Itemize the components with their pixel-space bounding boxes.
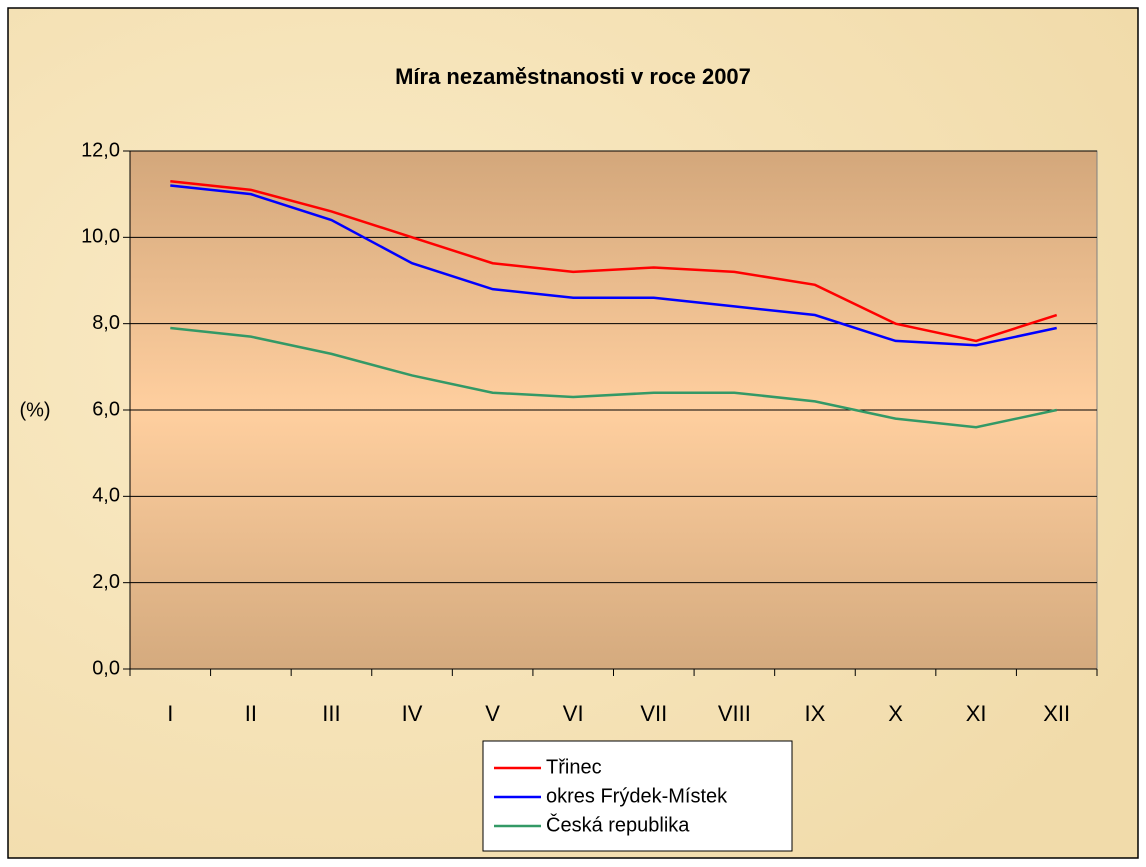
y-tick-label: 4,0 [92,485,120,507]
x-tick-label: I [167,701,173,726]
legend-label: Třinec [546,756,602,778]
x-tick-label: V [485,701,500,726]
x-tick-label: IV [402,701,423,726]
y-tick-label: 6,0 [92,398,120,420]
x-tick-label: VI [563,701,584,726]
y-axis-label: (%) [19,399,50,421]
line-series [170,184,1057,347]
chart-title: Míra nezaměstnanosti v roce 2007 [395,64,751,89]
legend: Třinec okres Frýdek-Místek Česká republika [482,740,793,852]
x-tick-label: VII [640,701,667,726]
x-tick-label: XI [966,701,987,726]
y-tick-label: 8,0 [92,312,120,334]
x-tick-label: X [888,701,903,726]
y-tick-label: 2,0 [92,571,120,593]
legend-label: okres Frýdek-Místek [546,785,728,807]
x-tick-label: IX [805,701,826,726]
legend-label: Česká republika [546,813,690,836]
y-tick-label: 10,0 [81,226,120,248]
line-series [170,326,1057,429]
x-tick-label: XII [1043,701,1070,726]
x-tick-label: II [245,701,257,726]
x-tick-label: III [322,701,340,726]
x-tick-label: VIII [718,701,751,726]
y-tick-label: 0,0 [92,657,120,679]
y-tick-label: 12,0 [81,139,120,161]
line-series [170,179,1058,343]
